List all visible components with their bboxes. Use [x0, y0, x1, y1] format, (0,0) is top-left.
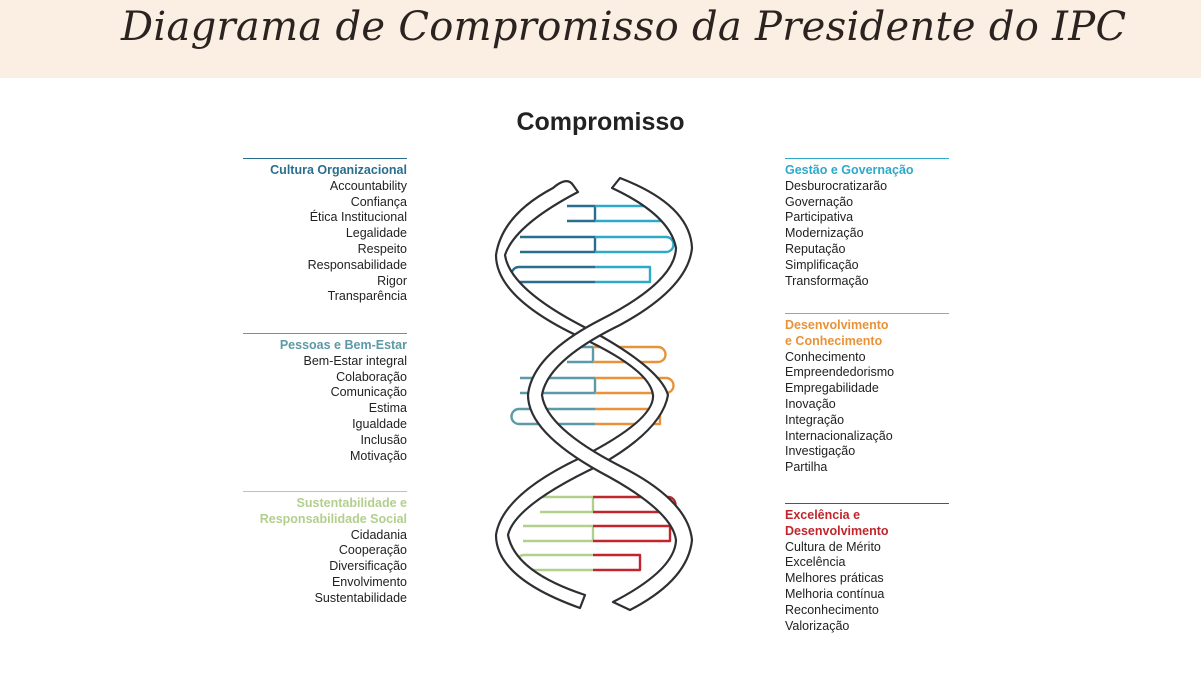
group-item: Comunicação — [330, 385, 407, 400]
group-item: Colaboração — [336, 369, 407, 384]
group-item: Governação — [785, 194, 854, 209]
group-item: Partilha — [785, 460, 828, 475]
group-pessoas-bem-estar: Pessoas e Bem-Estar Bem-Estar integral Co… — [243, 333, 407, 464]
group-item: Cultura de Mérito — [785, 539, 881, 554]
group-rule — [785, 503, 949, 504]
page-title: Diagrama de Compromisso da Presidente do… — [121, 4, 1127, 50]
group-cultura-organizacional: Cultura Organizacional Accountability Con… — [243, 158, 407, 305]
group-item: Estima — [368, 401, 407, 416]
helix-strand-a — [494, 180, 670, 610]
group-heading-line1: Excelência e — [785, 508, 861, 522]
group-item: Responsabilidade — [307, 257, 407, 272]
group-item: Bem-Estar integral — [303, 353, 407, 368]
rung — [515, 553, 642, 572]
group-item: Diversificação — [329, 559, 407, 574]
group-sustentabilidade: Sustentabilidade e Responsabilidade Soci… — [243, 491, 407, 607]
group-item: Cooperação — [338, 543, 407, 558]
rung-right-half — [593, 553, 642, 572]
rung-left-half — [510, 265, 595, 284]
rung-right-half — [595, 265, 652, 284]
group-item: Inclusão — [360, 432, 407, 447]
dna-helix-graphic — [494, 176, 694, 612]
rung-right-half — [593, 524, 672, 543]
group-item: Melhores práticas — [785, 571, 884, 586]
diagram-title: Compromisso — [516, 108, 685, 136]
group-heading-line2: Responsabilidade Social — [259, 511, 407, 526]
group-rule — [785, 158, 949, 159]
group-item: Desburocratizarão — [785, 178, 888, 193]
group-items: Conhecimento Empreendedorismo Empregabilid… — [785, 350, 949, 476]
group-rule — [785, 313, 949, 314]
group-item: Legalidade — [345, 226, 407, 241]
group-item: Transparência — [327, 289, 407, 304]
rung-left-half — [510, 407, 595, 426]
header-banner: Diagrama de Compromisso da Presidente do… — [0, 0, 1201, 78]
group-item: Inovação — [785, 396, 836, 411]
group-item: Excelência — [785, 555, 846, 570]
group-heading: Pessoas e Bem-Estar — [279, 338, 407, 352]
group-item: Participativa — [785, 210, 854, 225]
rung-right-half — [593, 345, 667, 364]
group-gestao-governacao: Gestão e Governação Desburocratizarão Gov… — [785, 158, 949, 289]
group-rule — [243, 491, 407, 492]
group-item: Accountability — [329, 178, 407, 193]
rung-left-half — [540, 495, 595, 514]
group-item: Modernização — [785, 226, 864, 241]
group-excelencia-desenvolvimento: Excelência e Desenvolvimento Cultura de … — [785, 503, 949, 634]
group-item: Confiança — [350, 194, 407, 209]
group-item: Simplificação — [785, 257, 859, 272]
group-items: Accountability Confiança Ética Institucion… — [243, 179, 407, 305]
group-heading-line1: Sustentabilidade e — [296, 496, 407, 510]
rung-left-half — [520, 235, 597, 254]
group-items: Cultura de Mérito Excelência Melhores prát… — [785, 540, 949, 635]
group-items: Cidadania Cooperação Diversificação Envolvi… — [243, 528, 407, 607]
group-heading: Gestão e Governação — [785, 163, 914, 177]
group-item: Internacionalização — [785, 428, 893, 443]
rung — [520, 235, 675, 254]
group-heading-line1: Desenvolvimento — [785, 318, 889, 332]
helix-strands — [494, 176, 694, 612]
group-desenvolvimento-conhecimento: Desenvolvimento e Conhecimento Conhecime… — [785, 313, 949, 476]
group-rule — [243, 333, 407, 334]
group-item: Empreendedorismo — [785, 365, 895, 380]
group-item: Valorização — [785, 618, 850, 633]
rung-left-half — [523, 524, 595, 543]
group-item: Reputação — [785, 241, 846, 256]
helix-strand-b — [526, 176, 694, 612]
group-heading: Cultura Organizacional — [270, 163, 407, 177]
group-item: Reconhecimento — [785, 602, 879, 617]
group-heading-line2: e Conhecimento — [785, 333, 883, 348]
rung-right-half — [595, 235, 675, 254]
group-item: Rigor — [377, 273, 407, 288]
group-item: Conhecimento — [785, 349, 866, 364]
group-rule — [243, 158, 407, 159]
group-item: Transformação — [785, 273, 869, 288]
group-item: Respeito — [357, 241, 407, 256]
group-item: Igualdade — [352, 416, 407, 431]
rung-left-half — [567, 204, 597, 223]
group-item: Envolvimento — [331, 574, 407, 589]
group-item: Motivação — [350, 448, 407, 463]
group-item: Empregabilidade — [785, 381, 879, 396]
group-item: Sustentabilidade — [314, 590, 407, 605]
rung — [510, 265, 652, 284]
rung-left-half — [520, 376, 597, 395]
group-item: Investigação — [785, 444, 856, 459]
group-item: Integração — [785, 412, 845, 427]
group-item: Ética Institucional — [309, 210, 407, 225]
rung — [523, 524, 672, 543]
group-item: Melhoria contínua — [785, 586, 885, 601]
group-items: Desburocratizarão Governação Participativa… — [785, 179, 949, 290]
group-item: Cidadania — [350, 527, 407, 542]
group-items: Bem-Estar integral Colaboração Comunicação… — [243, 354, 407, 465]
group-heading-line2: Desenvolvimento — [785, 523, 889, 538]
